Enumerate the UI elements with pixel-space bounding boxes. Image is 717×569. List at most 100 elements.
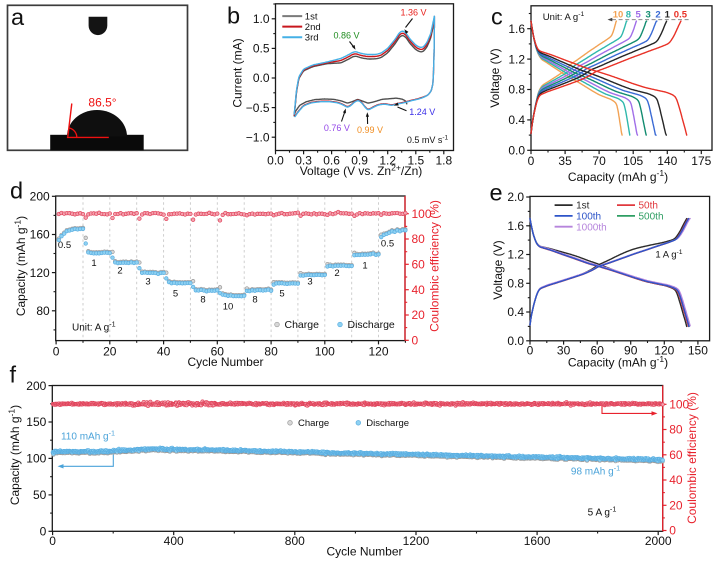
svg-text:50: 50	[33, 488, 47, 502]
svg-text:Voltage (V): Voltage (V)	[491, 240, 505, 299]
svg-text:2000: 2000	[645, 534, 672, 548]
svg-text:100: 100	[26, 452, 46, 466]
svg-text:0: 0	[528, 154, 535, 168]
svg-text:120: 120	[30, 266, 50, 280]
svg-text:Capacity (mAh g-1): Capacity (mAh g-1)	[6, 405, 22, 505]
svg-text:100: 100	[315, 345, 335, 359]
svg-text:c: c	[491, 3, 503, 29]
svg-text:a: a	[11, 4, 25, 30]
svg-text:40: 40	[412, 283, 426, 297]
svg-text:5: 5	[636, 9, 642, 20]
svg-text:400: 400	[164, 534, 184, 548]
svg-text:800: 800	[285, 534, 305, 548]
svg-text:0: 0	[412, 334, 419, 348]
svg-text:60: 60	[669, 448, 683, 462]
svg-text:8: 8	[200, 295, 205, 306]
svg-text:0.4: 0.4	[508, 113, 525, 127]
svg-text:80: 80	[36, 304, 50, 318]
svg-text:70: 70	[592, 154, 606, 168]
svg-text:5: 5	[279, 289, 284, 300]
svg-text:0: 0	[669, 524, 676, 538]
svg-text:140: 140	[657, 154, 677, 168]
svg-text:Discharge: Discharge	[366, 418, 409, 429]
svg-text:150: 150	[688, 344, 708, 358]
svg-text:80: 80	[669, 423, 683, 437]
svg-text:Voltage (V vs. Zn2+/Zn): Voltage (V vs. Zn2+/Zn)	[300, 162, 423, 178]
svg-text:105: 105	[623, 154, 643, 168]
svg-text:1: 1	[91, 258, 96, 269]
svg-text:2nd: 2nd	[305, 22, 321, 33]
svg-text:110 mAh g-1: 110 mAh g-1	[61, 429, 115, 443]
svg-text:8: 8	[252, 295, 257, 306]
svg-text:−0.5: −0.5	[246, 101, 270, 115]
svg-text:0.8: 0.8	[508, 83, 525, 97]
svg-text:80: 80	[264, 345, 278, 359]
svg-text:Capacity (mAh g-1): Capacity (mAh g-1)	[12, 216, 28, 316]
svg-text:Charge: Charge	[298, 418, 329, 429]
svg-text:0.5: 0.5	[381, 239, 394, 250]
svg-text:1.2: 1.2	[507, 248, 524, 262]
svg-text:100th: 100th	[576, 212, 601, 223]
svg-text:Cycle Number: Cycle Number	[326, 545, 402, 559]
svg-text:1.2: 1.2	[508, 52, 525, 66]
svg-text:8: 8	[626, 9, 631, 20]
svg-text:0: 0	[40, 525, 47, 539]
svg-text:3: 3	[145, 277, 150, 288]
svg-text:Coulombic efficiency (%): Coulombic efficiency (%)	[428, 200, 442, 332]
svg-text:1200: 1200	[403, 534, 430, 548]
svg-text:0.76 V: 0.76 V	[324, 123, 350, 133]
svg-text:0.99 V: 0.99 V	[357, 125, 383, 135]
svg-text:Capacity (mAh g-1): Capacity (mAh g-1)	[568, 354, 668, 370]
svg-text:0.5: 0.5	[674, 9, 688, 20]
svg-text:86.5°: 86.5°	[88, 95, 116, 109]
svg-text:3rd: 3rd	[305, 33, 319, 44]
svg-text:1.36 V: 1.36 V	[400, 7, 426, 17]
svg-text:Coulombic efficiency (%): Coulombic efficiency (%)	[685, 392, 699, 524]
svg-text:5: 5	[173, 289, 178, 300]
svg-text:0.0: 0.0	[507, 334, 524, 348]
svg-text:60: 60	[412, 258, 426, 272]
svg-text:Voltage (V): Voltage (V)	[488, 48, 502, 107]
svg-text:80: 80	[412, 232, 426, 246]
svg-text:0.0: 0.0	[253, 71, 270, 85]
svg-text:b: b	[227, 3, 240, 29]
svg-text:1.8: 1.8	[435, 154, 452, 168]
svg-text:120: 120	[368, 345, 388, 359]
svg-text:0.5 mV s-1: 0.5 mV s-1	[407, 135, 449, 145]
svg-text:−1.0: −1.0	[246, 130, 270, 144]
svg-text:Charge: Charge	[285, 319, 320, 331]
svg-text:Discharge: Discharge	[348, 319, 395, 331]
svg-text:1.6: 1.6	[507, 219, 524, 233]
svg-text:Cycle Number: Cycle Number	[187, 355, 263, 369]
svg-text:2.0: 2.0	[507, 190, 524, 204]
svg-text:98 mAh g-1: 98 mAh g-1	[571, 464, 620, 478]
svg-text:1.24 V: 1.24 V	[409, 107, 435, 117]
svg-text:d: d	[10, 178, 23, 204]
svg-text:20: 20	[103, 345, 117, 359]
svg-text:0.8: 0.8	[507, 277, 524, 291]
svg-text:1: 1	[362, 261, 367, 272]
svg-text:1st: 1st	[576, 201, 590, 212]
svg-text:175: 175	[691, 154, 711, 168]
svg-text:2: 2	[117, 266, 122, 277]
svg-text:0.0: 0.0	[508, 144, 525, 158]
svg-text:5 A g-1: 5 A g-1	[588, 505, 617, 519]
svg-text:2: 2	[655, 9, 660, 20]
svg-text:1000th: 1000th	[576, 222, 607, 233]
svg-text:500th: 500th	[639, 212, 664, 223]
svg-text:200: 200	[30, 190, 50, 204]
svg-text:0: 0	[49, 534, 56, 548]
svg-text:160: 160	[30, 228, 50, 242]
svg-text:1.0: 1.0	[253, 12, 270, 26]
svg-text:0.86 V: 0.86 V	[333, 31, 359, 41]
svg-text:1 A g-1: 1 A g-1	[655, 249, 682, 261]
svg-text:0.4: 0.4	[507, 305, 524, 319]
svg-text:Current (mA): Current (mA)	[231, 38, 245, 107]
svg-text:40: 40	[157, 345, 171, 359]
svg-text:10: 10	[223, 302, 234, 313]
svg-text:f: f	[10, 361, 17, 387]
svg-text:Capacity (mAh g-1): Capacity (mAh g-1)	[568, 168, 668, 184]
svg-text:2: 2	[334, 268, 339, 279]
svg-text:50th: 50th	[639, 201, 658, 212]
svg-text:150: 150	[26, 415, 46, 429]
